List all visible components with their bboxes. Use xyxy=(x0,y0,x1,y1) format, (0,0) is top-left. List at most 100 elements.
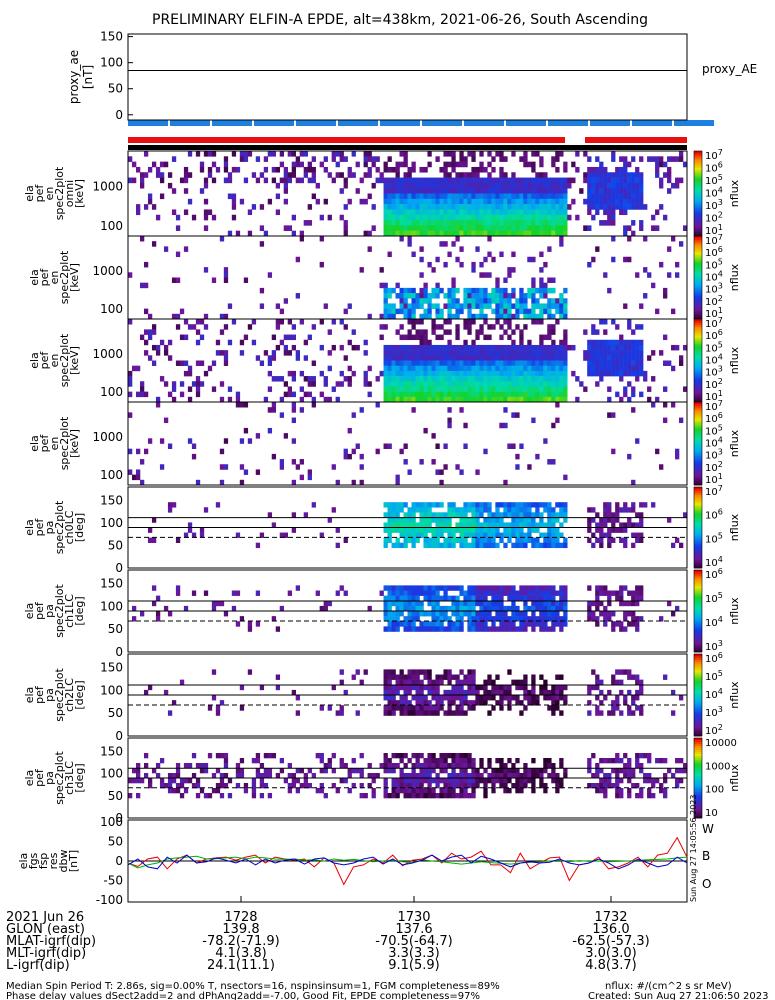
spectrogram-cell xyxy=(443,517,448,523)
spectrogram-cell xyxy=(439,287,444,294)
spectrogram-cell xyxy=(419,166,424,173)
spectrogram-cell xyxy=(151,324,157,330)
spectrogram-cell xyxy=(467,360,472,366)
spectrogram-cell xyxy=(591,344,596,351)
spectrogram-cell xyxy=(447,674,452,680)
spin-bar-segment xyxy=(254,120,294,126)
spectrogram-cell xyxy=(659,616,664,622)
ylabel-line: pef xyxy=(33,601,46,620)
spectrogram-cell xyxy=(411,391,416,398)
spectrogram-cell xyxy=(423,768,428,774)
spectrogram-cell xyxy=(487,230,492,237)
spectrogram-cell xyxy=(375,773,380,779)
colorbar-cell-1 xyxy=(694,202,702,205)
spectrogram-cell xyxy=(487,161,492,168)
spectrogram-cell xyxy=(615,778,620,784)
spectrogram-cell xyxy=(543,214,548,221)
spectrogram-cell xyxy=(607,177,612,184)
spectrogram-cell xyxy=(495,313,500,320)
spectrogram-cell xyxy=(435,758,440,764)
spectrogram-cell xyxy=(159,177,165,184)
spectrogram-cell xyxy=(383,537,388,543)
colorbar-cell-4 xyxy=(694,422,702,426)
spectrogram-cell xyxy=(551,590,556,596)
spectrogram-cell xyxy=(455,773,460,779)
colorbar-cell-1 xyxy=(694,163,702,167)
spectrogram-cell xyxy=(543,376,548,382)
spectrogram-cell xyxy=(635,512,640,518)
spectrogram-cell xyxy=(523,611,528,617)
colorbar-cell-4 xyxy=(694,418,702,422)
spectrogram-cell xyxy=(203,267,209,273)
spectrogram-cell xyxy=(575,151,580,157)
colorbar-cell-2 xyxy=(694,314,702,318)
spectrogram-cell xyxy=(335,527,340,533)
colorbar-tick-label: 106 xyxy=(705,161,723,175)
spectrogram-cell xyxy=(435,600,440,607)
spectrogram-cell xyxy=(515,324,520,330)
spectrogram-cell xyxy=(543,308,548,315)
spectrogram-cell xyxy=(359,679,364,686)
colorbar-cell-4 xyxy=(694,404,702,407)
spectrogram-cell xyxy=(183,360,189,366)
spectrogram-cell xyxy=(419,502,424,508)
spectrogram-cell xyxy=(547,386,552,392)
spectrogram-cell xyxy=(343,355,348,361)
spectrogram-cell xyxy=(431,590,436,596)
colorbar-cell-5 xyxy=(694,501,702,504)
spectrogram-cell xyxy=(615,182,620,189)
spectrogram-cell xyxy=(607,344,612,351)
spectrogram-cell xyxy=(291,417,296,424)
spectrogram-cell xyxy=(415,507,420,513)
colorbar-cell-1 xyxy=(694,189,702,192)
spectrogram-cell xyxy=(415,532,420,538)
spectrogram-cell xyxy=(155,344,161,351)
spectrogram-cell xyxy=(599,527,604,533)
colorbar-cell-7 xyxy=(694,656,702,659)
colorbar-cell-3 xyxy=(694,354,702,357)
spectrogram-cell xyxy=(383,193,388,200)
spectrogram-cell xyxy=(407,537,412,543)
spectrogram-cell xyxy=(547,763,552,769)
spectrogram-cell xyxy=(487,391,492,398)
spectrogram-cell xyxy=(455,600,460,607)
spectrogram-cell xyxy=(128,793,133,799)
spectrogram-cell xyxy=(495,303,500,309)
spectrogram-cell xyxy=(415,376,420,382)
spectrogram-cell xyxy=(651,793,656,799)
spectrogram-cell xyxy=(415,783,420,789)
colorbar-cell-7 xyxy=(694,709,702,712)
ytick-label: 100 xyxy=(100,385,123,399)
spectrogram-cell xyxy=(499,188,504,194)
colorbar-cell-6 xyxy=(694,608,702,612)
spectrogram-cell xyxy=(383,669,388,675)
spectrogram-cell xyxy=(495,507,500,513)
spectrogram-cell xyxy=(455,605,460,612)
spectrogram-cell xyxy=(471,350,476,356)
spectrogram-cell xyxy=(279,412,285,418)
spectrogram-cell xyxy=(247,621,253,627)
spectrogram-cell xyxy=(491,381,496,387)
spectrogram-cell xyxy=(543,595,548,602)
spectrogram-cell xyxy=(339,381,344,387)
spectrogram-cell xyxy=(415,600,420,607)
spectrogram-cell xyxy=(519,585,524,591)
spectrogram-cell xyxy=(611,350,616,356)
spectrogram-cell xyxy=(507,527,512,533)
spectrogram-cell xyxy=(187,386,193,392)
spectrogram-cell xyxy=(403,700,408,706)
spectrogram-cell xyxy=(607,600,612,607)
spectrogram-cell xyxy=(427,626,432,632)
spectrogram-cell xyxy=(587,527,592,533)
spectrogram-cell xyxy=(511,507,516,513)
spectrogram-cell xyxy=(419,391,424,398)
spectrogram-cell xyxy=(507,532,512,538)
spectrogram-cell xyxy=(583,386,588,392)
spectrogram-cell xyxy=(531,542,536,549)
spectrogram-cell xyxy=(439,220,444,226)
spectrogram-cell xyxy=(391,695,396,701)
spectrogram-cell xyxy=(475,298,480,304)
spectrogram-cell xyxy=(447,365,452,372)
spectrogram-cell xyxy=(531,198,536,205)
ylabel-line: en xyxy=(43,187,56,201)
